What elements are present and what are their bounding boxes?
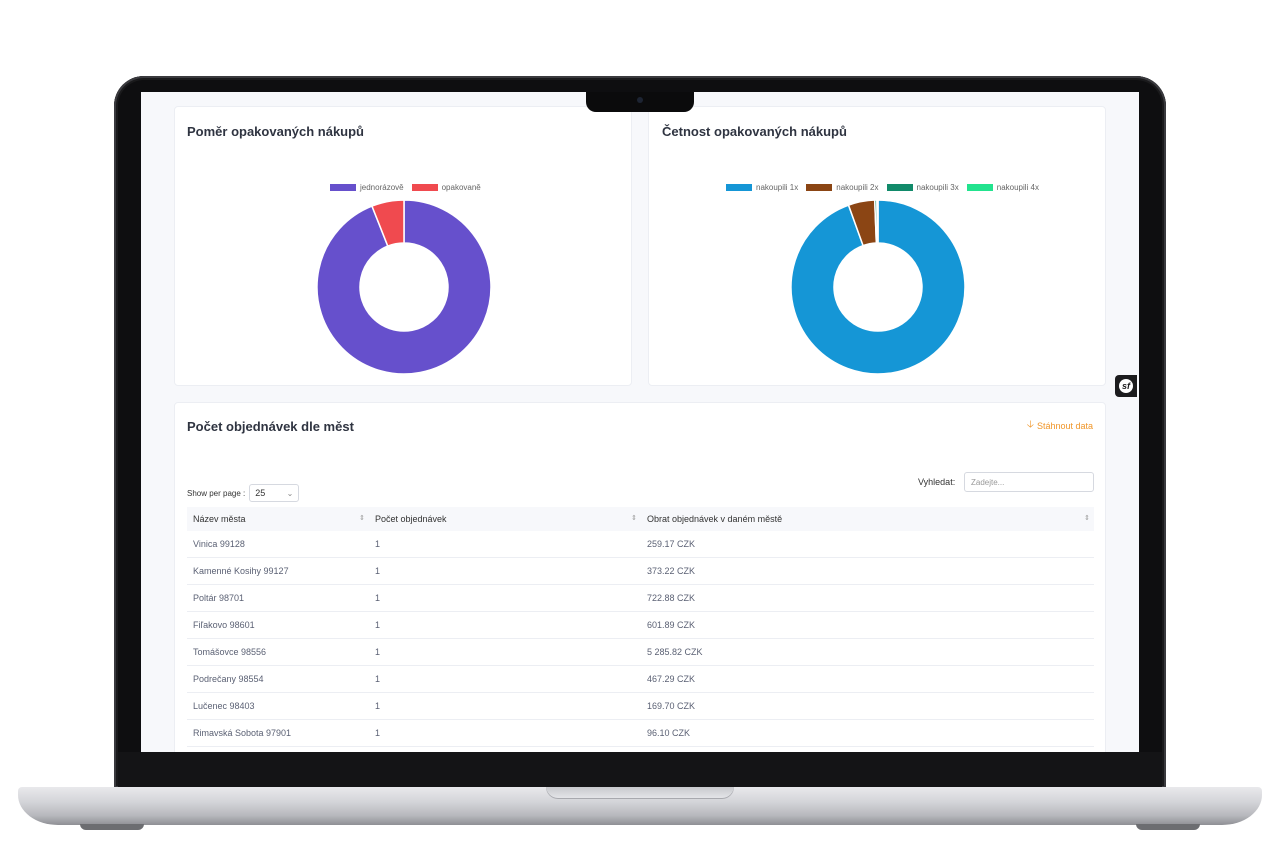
table-row: Kamenné Kosihy 99127 1 373.22 CZK	[187, 557, 1094, 585]
cell-order-count: 1	[369, 665, 641, 693]
cell-order-count: 1	[369, 638, 641, 666]
cell-city: Podrečany 98554	[187, 665, 369, 693]
sort-icon: ⇕	[359, 515, 365, 522]
cell-city: Kamenné Kosihy 99127	[187, 557, 369, 585]
cell-order-count: 1	[369, 531, 641, 558]
donut-slice-4[interactable]	[876, 199, 879, 244]
legend-swatch	[330, 184, 356, 191]
cell-order-count: 1	[369, 719, 641, 747]
table-row: Vinica 99128 1 259.17 CZK	[187, 531, 1094, 558]
cell-turnover: 96.10 CZK	[641, 719, 1094, 747]
card-title: Poměr opakovaných nákupů	[187, 124, 364, 139]
cell-turnover: 722.88 CZK	[641, 584, 1094, 612]
legend-item[interactable]: nakoupili 1x	[726, 183, 798, 192]
legend-swatch	[726, 184, 752, 191]
orders-table: Název města ⇕ Počet objednávek ⇕ Obrat obj…	[187, 507, 1094, 747]
orders-by-city-card: Počet objednávek dle měst 🡣 Stáhnout dat…	[174, 402, 1106, 752]
table-row: Tomášovce 98556 1 5 285.82 CZK	[187, 638, 1094, 666]
legend-label: opakovaně	[441, 183, 481, 192]
legend-item[interactable]: nakoupili 3x	[886, 183, 959, 192]
table-row: Poltár 98701 1 722.88 CZK	[187, 584, 1094, 612]
per-page-value: 25	[255, 488, 266, 498]
donut-slice-2[interactable]	[370, 199, 405, 248]
card-title: Četnost opakovaných nákupů	[662, 124, 847, 139]
legend-label: nakoupili 3x	[916, 183, 959, 192]
legend-item[interactable]: jednorázově	[330, 183, 404, 192]
column-header-order-count[interactable]: Počet objednávek ⇕	[369, 507, 641, 531]
download-label: Stáhnout data	[1036, 420, 1093, 431]
cell-city: Rimavská Sobota 97901	[187, 719, 369, 747]
laptop-base-notch	[546, 787, 734, 799]
table-row: Fiľakovo 98601 1 601.89 CZK	[187, 611, 1094, 639]
column-header-label: Název města	[193, 514, 246, 524]
column-header-turnover[interactable]: Obrat objednávek v daném městě ⇕	[641, 507, 1094, 531]
show-per-page-label: Show per page :	[187, 488, 246, 498]
search-label: Vyhledat:	[918, 477, 956, 487]
legend-item[interactable]: nakoupili 2x	[806, 183, 879, 192]
cell-turnover: 169.70 CZK	[641, 692, 1094, 720]
column-header-label: Počet objednávek	[375, 514, 447, 524]
donut-slice-1[interactable]	[316, 199, 492, 375]
cell-city: Lučenec 98403	[187, 692, 369, 720]
laptop-foot	[80, 824, 144, 830]
column-header-city[interactable]: Název města ⇕	[187, 507, 369, 531]
arrow-down-icon: 🡣	[1026, 419, 1034, 430]
legend-label: nakoupili 1x	[756, 183, 799, 192]
donut-slice-1[interactable]	[790, 199, 966, 375]
chevron-down-icon: ⌄	[286, 488, 294, 498]
cell-turnover: 601.89 CZK	[641, 611, 1094, 639]
legend-swatch	[966, 184, 993, 191]
table-row: Podrečany 98554 1 467.29 CZK	[187, 665, 1094, 693]
sort-icon: ⇕	[631, 515, 637, 522]
repeat-ratio-donut-chart	[316, 199, 492, 375]
chart-legend[interactable]: jednorázově opakovaně	[330, 183, 489, 192]
sort-icon: ⇕	[1084, 515, 1090, 522]
cell-city: Poltár 98701	[187, 584, 369, 612]
cell-turnover: 5 285.82 CZK	[641, 638, 1094, 666]
table-header-row: Název města ⇕ Počet objednávek ⇕ Obrat obj…	[187, 507, 1094, 531]
cell-turnover: 373.22 CZK	[641, 557, 1094, 585]
cell-order-count: 1	[369, 584, 641, 612]
search-input[interactable]	[964, 472, 1094, 492]
column-header-label: Obrat objednávek v daném městě	[647, 514, 783, 524]
legend-item[interactable]: nakoupili 4x	[966, 183, 1039, 192]
card-title: Počet objednávek dle měst	[187, 419, 354, 434]
cell-city: Tomášovce 98556	[187, 638, 369, 666]
laptop-foot	[1136, 824, 1200, 830]
table-row: Lučenec 98403 1 169.70 CZK	[187, 692, 1094, 720]
legend-item[interactable]: opakovaně	[411, 183, 481, 192]
cell-order-count: 1	[369, 557, 641, 585]
show-per-page: Show per page : 25 ⌄	[187, 484, 300, 502]
laptop-bezel	[118, 752, 1162, 788]
download-data-link[interactable]: 🡣 Stáhnout data	[1027, 417, 1093, 434]
cell-order-count: 1	[369, 692, 641, 720]
camera-notch	[586, 92, 694, 112]
legend-swatch	[411, 184, 438, 191]
repeat-frequency-donut-chart	[790, 199, 966, 375]
legend-swatch	[806, 184, 833, 191]
table-row: Rimavská Sobota 97901 1 96.10 CZK	[187, 719, 1094, 747]
cell-turnover: 259.17 CZK	[641, 531, 1094, 558]
repeat-frequency-card: Četnost opakovaných nákupů nakoupili 1x …	[648, 106, 1106, 386]
legend-label: jednorázově	[360, 183, 404, 192]
symfony-icon: sf	[1119, 379, 1133, 393]
cell-city: Vinica 99128	[187, 531, 369, 558]
repeat-ratio-card: Poměr opakovaných nákupů jednorázově opa…	[174, 106, 632, 386]
cell-turnover: 467.29 CZK	[641, 665, 1094, 693]
symfony-toolbar-toggle[interactable]: sf	[1115, 375, 1137, 397]
legend-label: nakoupili 4x	[996, 183, 1039, 192]
chart-legend[interactable]: nakoupili 1x nakoupili 2x nakoupili 3x n…	[726, 183, 1047, 192]
legend-label: nakoupili 2x	[836, 183, 879, 192]
per-page-select[interactable]: 25 ⌄	[249, 484, 300, 502]
screen: Poměr opakovaných nákupů jednorázově opa…	[141, 92, 1139, 752]
legend-swatch	[886, 184, 913, 191]
cell-order-count: 1	[369, 611, 641, 639]
cell-city: Fiľakovo 98601	[187, 611, 369, 639]
